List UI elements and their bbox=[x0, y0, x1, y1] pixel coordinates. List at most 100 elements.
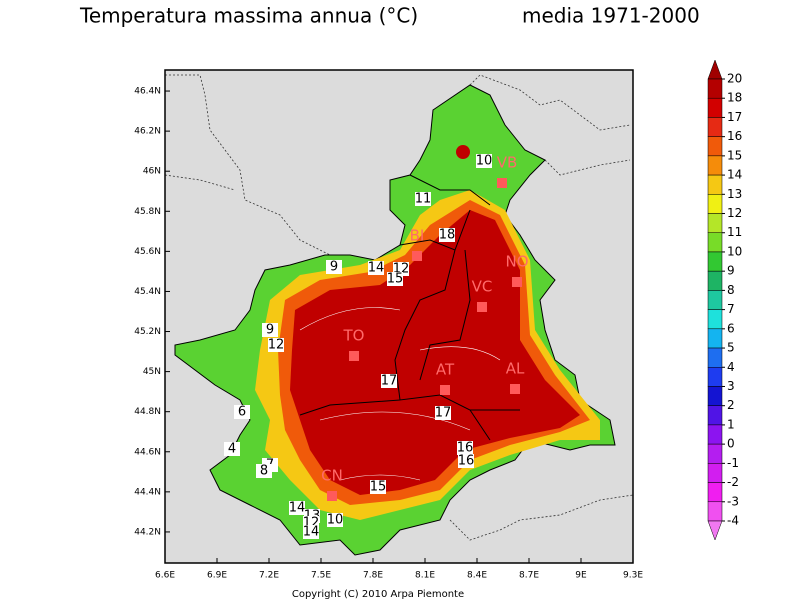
colorbar-segment bbox=[707, 328, 723, 349]
province-label: VC bbox=[472, 278, 493, 296]
contour-label: 14 bbox=[289, 501, 306, 516]
x-tick-label: 6.6E bbox=[155, 571, 175, 581]
colorbar-segment bbox=[707, 155, 723, 176]
y-tick-label: 46.2N bbox=[134, 127, 161, 137]
contour-label: 11 bbox=[415, 192, 432, 207]
colorbar-label: 20 bbox=[727, 72, 742, 86]
borders bbox=[164, 74, 634, 541]
contour-label-bg bbox=[234, 405, 250, 419]
y-tick-label: 46N bbox=[143, 167, 161, 177]
contour-label: 4 bbox=[228, 442, 236, 457]
province-label: AL bbox=[506, 360, 525, 378]
city-marker bbox=[440, 385, 450, 395]
colorbar-segment bbox=[707, 482, 723, 503]
colorbar-segment bbox=[707, 194, 723, 214]
x-tick-label: 6.9E bbox=[207, 571, 227, 581]
contour-label-bg bbox=[381, 374, 397, 388]
contour-label: 17 bbox=[435, 406, 452, 421]
city-marker bbox=[477, 302, 487, 312]
y-tick-label: 44.2N bbox=[134, 527, 161, 537]
colorbar-segment bbox=[707, 270, 723, 291]
colorbar-label: -2 bbox=[727, 475, 739, 489]
colorbar-label: -3 bbox=[727, 494, 739, 508]
contour-label: 10 bbox=[476, 154, 493, 169]
x-tick-label: 9E bbox=[575, 571, 587, 581]
y-tick-label: 45.2N bbox=[134, 327, 161, 337]
contour-label: 9 bbox=[266, 323, 274, 338]
colorbar-label: 16 bbox=[727, 129, 742, 143]
contour-label: 9 bbox=[330, 260, 338, 275]
colorbar-label: 8 bbox=[727, 283, 735, 297]
city-marker bbox=[510, 384, 520, 394]
colorbar-label: 18 bbox=[727, 91, 742, 105]
colorbar-segment bbox=[707, 251, 723, 272]
y-tick-label: 45.6N bbox=[134, 247, 161, 257]
colorbar-label: 13 bbox=[727, 187, 742, 201]
contour-label: 8 bbox=[260, 464, 268, 479]
colorbar-segment bbox=[707, 424, 723, 445]
colorbar-label: 0 bbox=[727, 437, 735, 451]
colorbar-label: 14 bbox=[727, 168, 742, 182]
contour-label-bg bbox=[303, 525, 319, 539]
contour-label: 16 bbox=[457, 441, 474, 456]
colorbar-label: 10 bbox=[727, 244, 742, 258]
colorbar-segment bbox=[707, 367, 723, 387]
province-label: TO bbox=[343, 327, 365, 345]
colorbar-segment bbox=[707, 386, 723, 406]
colorbar-label: -4 bbox=[727, 514, 739, 528]
colorbar-segment bbox=[707, 213, 723, 233]
contour-label-bg bbox=[370, 480, 386, 494]
x-tick-label: 9.3E bbox=[623, 571, 643, 581]
colorbar-label: 1 bbox=[727, 417, 735, 431]
contour-label: 15 bbox=[387, 272, 404, 287]
colorbar-segment bbox=[707, 463, 723, 483]
y-tick-label: 45.8N bbox=[134, 207, 161, 217]
colorbar-label: 9 bbox=[727, 264, 735, 278]
y-tick-label: 46.4N bbox=[134, 87, 161, 97]
colorbar-label: 17 bbox=[727, 110, 742, 124]
colorbar-segment bbox=[707, 443, 723, 464]
colorbar-segment bbox=[707, 501, 723, 522]
colorbar-label: 3 bbox=[727, 379, 735, 393]
colorbar-segment bbox=[707, 405, 723, 426]
colorbar-segment bbox=[707, 136, 723, 157]
colorbar-segment bbox=[707, 78, 723, 99]
x-tick-label: 7.8E bbox=[363, 571, 383, 581]
contour-label: 12 bbox=[268, 338, 285, 353]
colorbar-label: 15 bbox=[727, 148, 742, 162]
colorbar-arrow-top bbox=[707, 59, 723, 80]
contour-label: 6 bbox=[238, 405, 246, 420]
contour-label-bg bbox=[415, 192, 431, 206]
contour-label: 16 bbox=[458, 454, 475, 469]
contour-label-bg bbox=[368, 261, 384, 275]
city-marker bbox=[412, 251, 422, 261]
y-tick-label: 44.4N bbox=[134, 487, 161, 497]
copyright: Copyright (C) 2010 Arpa Piemonte bbox=[292, 589, 464, 600]
province-label: AT bbox=[436, 361, 455, 379]
colorbar-arrow-bottom bbox=[707, 520, 723, 541]
contour-label-bg bbox=[439, 228, 455, 242]
contour-label-bg bbox=[262, 323, 278, 337]
contour-label-bg bbox=[268, 338, 284, 352]
colorbar-label: 11 bbox=[727, 225, 742, 239]
contour-label: 10 bbox=[327, 513, 344, 528]
colorbar-label: 12 bbox=[727, 206, 742, 220]
province-label: NO bbox=[505, 253, 528, 271]
colorbar-segment bbox=[707, 117, 723, 137]
contour-label-bg bbox=[224, 442, 240, 456]
province-label: VB bbox=[497, 154, 518, 172]
colorbar-segment bbox=[707, 97, 723, 118]
contour-label-bg bbox=[457, 441, 473, 455]
y-tick-label: 45.4N bbox=[134, 287, 161, 297]
x-tick-label: 8.1E bbox=[415, 571, 435, 581]
contour-label: 17 bbox=[381, 374, 398, 389]
contour-label: 14 bbox=[368, 261, 385, 276]
x-tick-label: 7.5E bbox=[311, 571, 331, 581]
colorbar-label: 2 bbox=[727, 398, 735, 412]
contour-label-bg bbox=[327, 513, 343, 527]
province-label: BI bbox=[410, 227, 425, 245]
contour-label-bg bbox=[458, 454, 474, 468]
colorbar-segment bbox=[707, 290, 723, 310]
y-tick-label: 44.6N bbox=[134, 447, 161, 457]
